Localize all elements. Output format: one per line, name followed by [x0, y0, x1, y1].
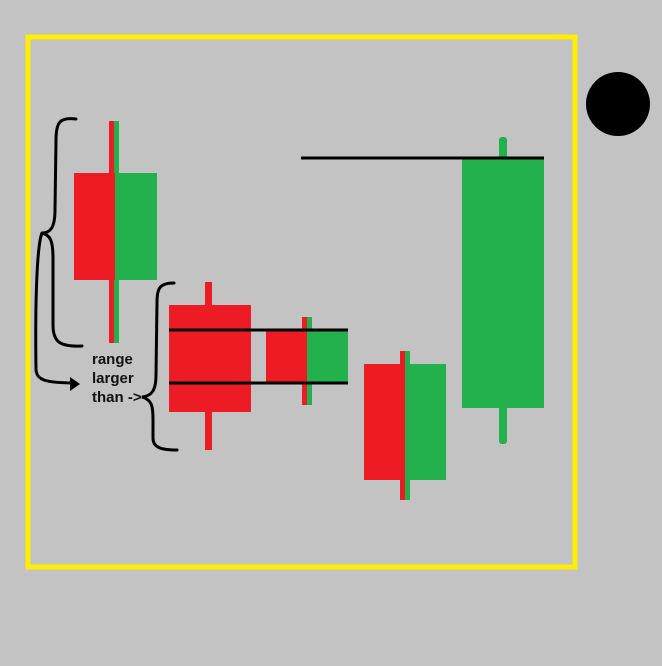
- range-annotation: range larger than ->: [92, 350, 142, 407]
- candle-5: [462, 137, 544, 444]
- candle-2-red-body: [169, 305, 251, 412]
- arrow-curve: [34, 231, 78, 385]
- black-circle-dot: [586, 72, 650, 136]
- candle-2: [169, 282, 251, 450]
- yellow-frame: [25, 34, 578, 570]
- right-brace: [141, 281, 179, 452]
- candle-3-red-body: [266, 330, 307, 383]
- candle-pair-1: [74, 121, 157, 343]
- candle-5-green-body: [462, 158, 544, 408]
- candle-4-green-body: [405, 364, 446, 480]
- candle-1-green-body: [115, 173, 157, 280]
- arrow-head-icon: [70, 377, 80, 391]
- candle-1-red-body: [74, 173, 115, 280]
- candle-pair-4: [364, 351, 446, 500]
- candle-3-green-body: [307, 330, 348, 383]
- candle-pair-3: [266, 317, 348, 405]
- candle-4-red-body: [364, 364, 405, 480]
- annotation-line-3: than ->: [92, 389, 142, 406]
- annotation-line-2: larger: [92, 370, 134, 387]
- annotation-line-1: range: [92, 351, 133, 368]
